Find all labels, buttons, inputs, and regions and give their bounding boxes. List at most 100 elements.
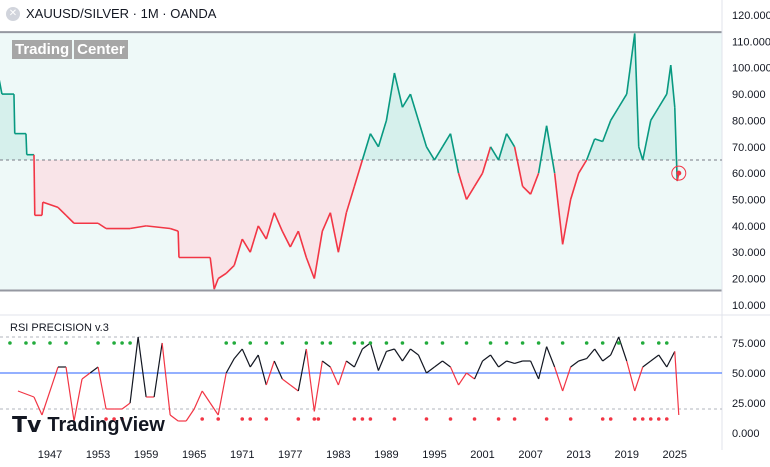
price-segment	[33, 154, 36, 216]
rsi-segment	[97, 366, 107, 410]
price-segment	[417, 120, 428, 148]
rsi-segment	[81, 372, 91, 380]
oversold-dot	[120, 417, 124, 421]
rsi-segment	[410, 348, 419, 356]
close-circle-icon[interactable]: ✕	[6, 6, 20, 21]
rsi-segment	[337, 360, 347, 386]
price-segment	[594, 138, 603, 143]
price-segment	[305, 257, 316, 279]
price-segment	[473, 172, 484, 187]
price-segment	[361, 133, 372, 161]
price-tick-label: 20.000	[732, 274, 766, 286]
overbought-dot	[464, 341, 469, 345]
time-tick-label: 1971	[230, 449, 254, 461]
price-segment	[265, 212, 276, 240]
oversold-dot	[632, 417, 637, 421]
price-tick-label: 10.000	[732, 300, 766, 312]
rsi-segment	[490, 354, 500, 368]
oversold-dot	[656, 417, 661, 421]
price-segment	[313, 231, 324, 279]
overbought-dot	[224, 341, 229, 345]
rsi-segment	[193, 390, 203, 410]
tradingview-logo[interactable]: 𝗧𝘃 TradingView	[12, 412, 165, 438]
area-fill-below	[0, 159, 679, 290]
rsi-segment	[89, 366, 99, 374]
rsi-segment	[121, 402, 131, 410]
rsi-segment	[129, 336, 139, 404]
price-segment	[537, 125, 548, 174]
rsi-segment	[329, 366, 339, 386]
rsi-segment	[530, 360, 540, 380]
price-segment	[505, 133, 516, 148]
watermark-part1: Trading	[12, 40, 73, 59]
oversold-dot	[112, 417, 116, 421]
price-segment	[257, 225, 267, 240]
overbought-dot	[320, 341, 325, 345]
oversold-dot	[568, 417, 573, 421]
price-segment	[401, 93, 412, 108]
time-tick-label: 1995	[422, 449, 446, 461]
rsi-tick-label: 25.000	[732, 398, 766, 410]
rsi-segment	[209, 402, 219, 416]
rsi-segment	[482, 354, 491, 362]
rsi-segment	[241, 348, 251, 368]
overbought-dot	[24, 341, 28, 345]
time-tick-label: 1977	[278, 449, 302, 461]
oversold-dot	[512, 417, 517, 421]
price-tick-label: 120.000	[732, 10, 770, 22]
price-segment	[553, 173, 564, 245]
indicator-title[interactable]: RSI PRECISION v.3	[10, 322, 109, 334]
rsi-segment	[650, 354, 660, 362]
rsi-segment	[65, 366, 75, 422]
price-segment	[337, 212, 348, 253]
price-segment	[610, 106, 620, 121]
overbought-dot	[440, 341, 445, 345]
price-tick-label: 40.000	[732, 221, 766, 233]
price-segment	[329, 212, 340, 253]
rsi-segment	[73, 378, 83, 422]
price-segment	[353, 159, 364, 187]
oversold-dot	[352, 417, 357, 421]
price-segment	[481, 146, 492, 174]
time-tick-label: 2013	[566, 449, 590, 461]
oversold-dot	[216, 417, 221, 421]
time-tick-label: 1959	[134, 449, 158, 461]
overbought-dot	[384, 341, 389, 345]
rsi-segment	[321, 360, 331, 368]
price-tick-label: 70.000	[732, 142, 766, 154]
price-tick-label: 90.000	[732, 89, 766, 101]
price-segment	[369, 133, 380, 148]
overbought-dot	[120, 341, 124, 345]
price-segment	[577, 159, 588, 174]
rsi-segment	[353, 348, 363, 368]
oversold-dot	[424, 417, 429, 421]
price-segment	[233, 238, 244, 266]
overbought-dot	[352, 341, 357, 345]
rsi-segment	[473, 360, 484, 380]
time-tick-label: 2025	[663, 449, 687, 461]
rsi-segment	[41, 366, 59, 416]
price-segment	[289, 230, 300, 248]
price-segment	[665, 64, 672, 95]
overbought-dot	[368, 341, 373, 345]
symbol-title[interactable]: XAUUSD/SILVER · 1M · OANDA	[26, 6, 217, 21]
rsi-segment	[393, 348, 403, 362]
price-tick-label: 30.000	[732, 247, 766, 259]
rsi-tick-label: 50.000	[732, 368, 766, 380]
rsi-segment	[602, 354, 612, 362]
rsi-segment	[153, 342, 163, 398]
rsi-segment	[289, 384, 299, 392]
time-tick-label: 2019	[614, 449, 638, 461]
overbought-dot	[600, 341, 605, 345]
rsi-segment	[185, 408, 195, 422]
overbought-dot	[280, 341, 285, 345]
time-tick-label: 1965	[182, 449, 206, 461]
overbought-dot	[656, 341, 661, 345]
price-segment	[658, 93, 668, 108]
price-segment	[281, 230, 292, 248]
rsi-segment	[626, 360, 636, 392]
time-tick-label: 1983	[326, 449, 350, 461]
oversold-dot	[360, 417, 365, 421]
overbought-dot	[584, 341, 589, 345]
